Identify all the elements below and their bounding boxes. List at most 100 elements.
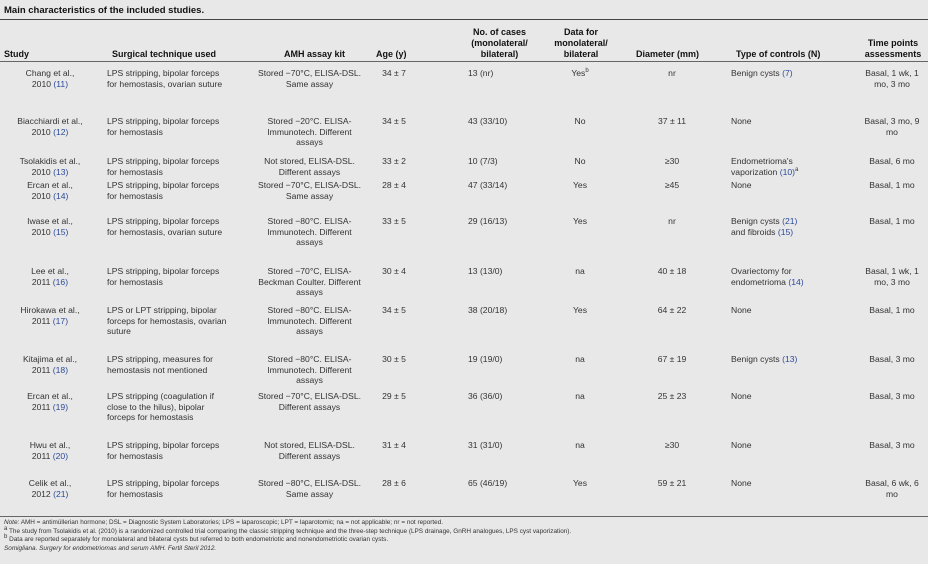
study-ref-link[interactable]: (11) <box>53 78 69 89</box>
time-points-cell: Basal, 1 wk, 1 mo, 3 mo <box>865 68 919 89</box>
data-for-cell: Yes <box>553 216 607 227</box>
table-row: Ercan et al., 2011 (19) LPS stripping (coa… <box>0 391 928 431</box>
study-authors: Tsolakidis et al., <box>19 156 81 166</box>
study-authors: Hwu et al., <box>29 440 71 450</box>
cases-cell: 13 (13/0) <box>468 266 503 276</box>
controls-ref-link[interactable]: (7) <box>782 68 793 78</box>
age-cell: 33 ± 2 <box>382 156 406 166</box>
header-data-for: Data for monolateral/ bilateral <box>548 27 614 60</box>
header-data-line3: bilateral <box>563 49 599 59</box>
data-for-cell: na <box>553 440 607 451</box>
cases-cell: 47 (33/14) <box>468 180 508 190</box>
time-points-cell: Basal, 1 wk, 1 mo, 3 mo <box>865 266 919 287</box>
technique-cell: LPS stripping, bipolar forceps for hemos… <box>107 216 223 237</box>
age-cell: 30 ± 5 <box>382 354 406 364</box>
controls-ref-link[interactable]: (13) <box>782 354 798 364</box>
study-cell: Ercan et al., 2010 (14) <box>14 180 86 201</box>
top-rule <box>0 19 928 20</box>
data-for-value: No <box>574 156 586 166</box>
header-time-points: Time points assessments <box>860 38 926 60</box>
controls-ref-link[interactable]: (14) <box>788 276 804 287</box>
table-row: Lee et al., 2011 (16) LPS stripping, bipol… <box>0 266 928 306</box>
diameter-cell: nr <box>668 68 676 78</box>
controls-text: Endometrioma's vaporization <box>731 156 793 177</box>
study-authors: Ercan et al., <box>27 180 73 190</box>
study-ref-link[interactable]: (18) <box>52 364 69 375</box>
header-data-line1: Data for <box>563 27 598 37</box>
age-cell: 29 ± 5 <box>382 391 406 401</box>
study-ref-link[interactable]: (17) <box>52 315 69 326</box>
study-authors: Kitajima et al., <box>23 354 77 364</box>
study-year: 2010 <box>31 126 51 137</box>
data-for-value: No <box>574 116 586 126</box>
note-abbreviations: Note: AMH = antimüllerian hormone; DSL =… <box>4 519 919 528</box>
study-ref-link[interactable]: (19) <box>52 401 69 412</box>
cases-cell: 43 (33/10) <box>468 116 508 126</box>
assay-kit-cell: Stored −80°C. ELISA-Immunotech. Differen… <box>267 354 352 385</box>
data-for-cell: na <box>553 391 607 402</box>
note-label: Note: <box>4 519 20 526</box>
note-text: AMH = antimüllerian hormone; DSL = Diagn… <box>19 519 444 526</box>
data-for-value: Yes <box>572 478 588 488</box>
header-cases-line3: bilateral) <box>480 49 519 59</box>
controls-cell: Benign cysts (13) <box>731 354 841 365</box>
age-cell: 28 ± 4 <box>382 180 406 190</box>
controls-text: None <box>731 391 752 401</box>
assay-kit-cell: Stored −80°C. ELISA-Immunotech. Differen… <box>267 216 352 247</box>
technique-cell: LPS stripping, bipolar forceps for hemos… <box>107 156 220 177</box>
assay-kit-cell: Stored −70°C, ELISA-DSL. Same assay <box>257 180 362 201</box>
study-ref-link[interactable]: (13) <box>53 166 69 177</box>
technique-cell: LPS stripping (coagulation if close to t… <box>107 391 215 422</box>
controls-ref-link-2[interactable]: (15) <box>777 226 794 237</box>
data-for-value: na <box>575 266 585 276</box>
study-cell: Kitajima et al., 2011 (18) <box>14 354 86 375</box>
study-cell: Hirokawa et al., 2011 (17) <box>14 305 86 326</box>
controls-text: None <box>731 440 752 450</box>
controls-text: Benign cysts <box>731 216 780 226</box>
diameter-cell: 59 ± 21 <box>657 478 687 488</box>
controls-cell: None <box>731 478 841 489</box>
controls-cell: Ovariectomy for endometrioma (14) <box>731 266 841 287</box>
study-year: 2010 <box>31 78 52 89</box>
cases-cell: 65 (46/19) <box>468 478 508 488</box>
data-for-value: Yes <box>571 68 586 78</box>
controls-ref-link[interactable]: (21) <box>782 216 798 226</box>
age-cell: 30 ± 4 <box>382 266 406 276</box>
data-for-cell: na <box>553 354 607 365</box>
footnote-a-text: The study from Tsolakidis et al. (2010) … <box>7 527 572 535</box>
assay-kit-cell: Not stored, ELISA-DSL. Different assays <box>264 440 355 461</box>
time-points-cell: Basal, 3 mo <box>869 354 915 364</box>
header-controls: Type of controls (N) <box>736 49 821 59</box>
study-ref-link[interactable]: (21) <box>53 488 69 499</box>
controls-text: None <box>731 478 752 488</box>
time-points-cell: Basal, 1 mo <box>869 180 915 190</box>
study-authors: Chang et al., <box>25 68 75 78</box>
table-row: Kitajima et al., 2011 (18) LPS stripping, … <box>0 354 928 394</box>
assay-kit-cell: Stored −80°C, ELISA-DSL. Same assay <box>257 478 362 499</box>
data-for-cell: Yesb <box>553 68 607 79</box>
data-for-value: Yes <box>572 216 588 226</box>
controls-text: None <box>731 305 752 315</box>
technique-cell: LPS stripping, bipolar forceps for hemos… <box>107 68 223 89</box>
data-for-value: na <box>575 440 585 450</box>
time-points-cell: Basal, 3 mo, 9 mo <box>864 116 920 137</box>
header-cases: No. of cases (monolateral/ bilateral) <box>462 27 537 60</box>
controls-ref-link[interactable]: (10) <box>779 166 796 177</box>
assay-kit-cell: Not stored, ELISA-DSL. Different assays <box>264 156 355 177</box>
diameter-cell: ≥45 <box>664 180 680 190</box>
study-cell: Ercan et al., 2011 (19) <box>14 391 86 412</box>
study-ref-link[interactable]: (20) <box>52 450 69 461</box>
table-row: Hirokawa et al., 2011 (17) LPS or LPT stri… <box>0 305 928 345</box>
study-ref-link[interactable]: (14) <box>53 190 69 201</box>
table-row: Chang et al., 2010 (11) LPS stripping, bip… <box>0 68 928 108</box>
study-authors: Celik et al., <box>28 478 72 488</box>
controls-text: None <box>731 180 752 190</box>
study-ref-link[interactable]: (12) <box>53 126 69 137</box>
age-cell: 34 ± 7 <box>382 68 406 78</box>
study-ref-link[interactable]: (15) <box>53 226 69 237</box>
study-year: 2011 <box>31 276 51 287</box>
study-ref-link[interactable]: (16) <box>52 276 69 287</box>
header-age: Age (y) <box>376 49 407 59</box>
header-data-line2: monolateral/ <box>554 38 608 48</box>
assay-kit-cell: Stored −70°C, ELISA-DSL. Different assay… <box>257 391 362 412</box>
